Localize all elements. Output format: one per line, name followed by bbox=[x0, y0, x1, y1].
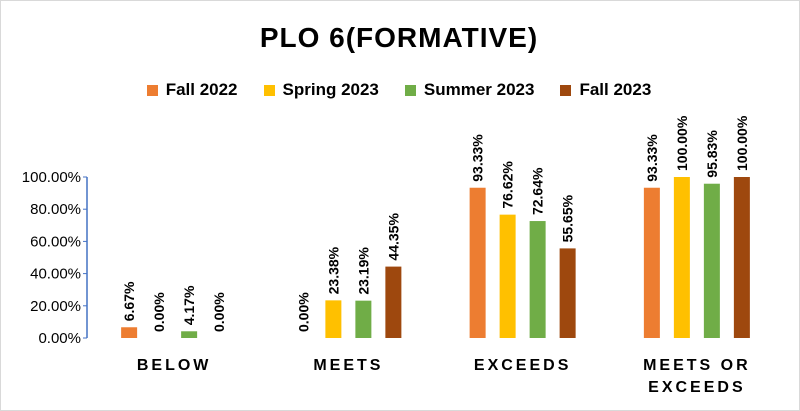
bar-2-3 bbox=[703, 183, 720, 338]
bar-2-0 bbox=[181, 331, 198, 338]
bar-1-3 bbox=[673, 177, 690, 338]
bar-3-3 bbox=[733, 177, 750, 338]
legend-label: Spring 2023 bbox=[282, 80, 379, 99]
data-label: 6.67% bbox=[121, 281, 137, 321]
category-label: BELOW bbox=[137, 357, 212, 374]
legend-label: Fall 2023 bbox=[579, 80, 652, 99]
legend-item-2: Summer 2023 bbox=[404, 80, 535, 100]
data-label: 0.00% bbox=[151, 292, 167, 332]
y-tick-label: 0.00% bbox=[38, 330, 81, 347]
y-tick-label: 20.00% bbox=[30, 298, 81, 315]
data-label: 95.83% bbox=[704, 130, 720, 178]
legend-swatch bbox=[404, 84, 416, 96]
legend-swatch bbox=[263, 84, 275, 96]
data-label: 100.00% bbox=[674, 115, 690, 171]
data-label: 23.19% bbox=[355, 247, 371, 295]
data-label: 55.65% bbox=[560, 194, 576, 242]
bar-0-3 bbox=[643, 187, 660, 338]
legend-label: Fall 2022 bbox=[165, 80, 238, 99]
data-label: 93.33% bbox=[644, 134, 660, 182]
data-label: 0.00% bbox=[211, 292, 227, 332]
legend-item-1: Spring 2023 bbox=[263, 80, 379, 100]
category-label: EXCEEDS bbox=[648, 379, 745, 396]
data-label: 23.38% bbox=[325, 246, 341, 294]
category-label: MEETS bbox=[313, 357, 383, 374]
y-tick-label: 60.00% bbox=[30, 233, 81, 250]
data-label: 0.00% bbox=[295, 292, 311, 332]
bar-0-2 bbox=[469, 187, 486, 338]
data-label: 76.62% bbox=[500, 161, 516, 209]
chart-legend: Fall 2022 Spring 2023 Summer 2023 Fall 2023 bbox=[0, 80, 798, 100]
chart-title: PLO 6(FORMATIVE) bbox=[259, 22, 539, 53]
legend-item-3: Fall 2023 bbox=[560, 80, 651, 100]
bar-0-0 bbox=[121, 327, 138, 338]
data-label: 72.64% bbox=[530, 167, 546, 215]
category-label: MEETS OR bbox=[643, 357, 751, 374]
legend-item-0: Fall 2022 bbox=[146, 80, 238, 100]
data-label: 93.33% bbox=[470, 134, 486, 182]
bar-1-2 bbox=[499, 214, 516, 338]
bar-3-2 bbox=[559, 248, 576, 338]
data-label: 100.00% bbox=[734, 115, 750, 171]
bar-3-1 bbox=[385, 266, 402, 338]
category-label: EXCEEDS bbox=[474, 357, 571, 374]
bar-2-2 bbox=[529, 221, 546, 338]
y-tick-label: 80.00% bbox=[30, 201, 81, 218]
bar-1-1 bbox=[325, 300, 342, 338]
y-tick-label: 40.00% bbox=[30, 266, 81, 283]
legend-swatch bbox=[146, 84, 158, 96]
y-tick-label: 100.00% bbox=[22, 169, 81, 186]
legend-label: Summer 2023 bbox=[423, 80, 535, 99]
data-label: 4.17% bbox=[181, 285, 197, 325]
bar-2-1 bbox=[355, 300, 372, 338]
legend-swatch bbox=[560, 84, 572, 96]
data-label: 44.35% bbox=[385, 213, 401, 261]
